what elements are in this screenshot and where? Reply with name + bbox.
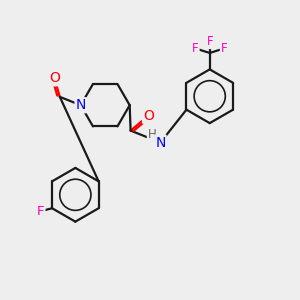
Text: O: O — [49, 71, 60, 85]
Text: O: O — [143, 109, 154, 123]
Text: F: F — [37, 205, 44, 218]
Text: N: N — [76, 98, 86, 112]
Text: F: F — [221, 42, 227, 55]
Text: F: F — [192, 42, 199, 55]
Text: F: F — [206, 35, 213, 48]
Text: N: N — [155, 136, 166, 149]
Text: H: H — [148, 128, 157, 141]
